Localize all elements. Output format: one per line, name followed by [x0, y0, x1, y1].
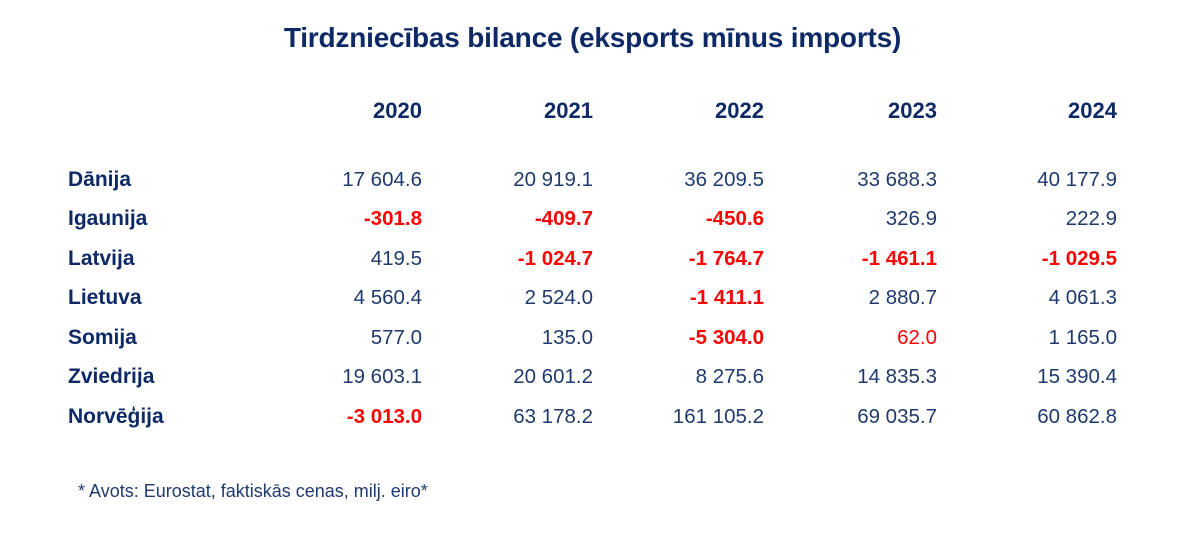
value-cell: 135.0 — [541, 325, 593, 349]
value-cell: 8 275.6 — [695, 365, 764, 389]
value-cell: 36 209.5 — [684, 167, 764, 191]
value-cell: 20 601.2 — [513, 365, 593, 389]
table-row-latvia: Latvija 419.5 -1 024.7 -1 764.7 -1 461.1… — [68, 239, 1117, 279]
value-cell: 69 035.7 — [857, 404, 937, 428]
value-cell: 161 105.2 — [672, 404, 764, 428]
value-cell: -1 024.7 — [517, 246, 593, 270]
value-cell: 577.0 — [370, 325, 422, 349]
value-cell: 222.9 — [1065, 207, 1117, 231]
country-label: Somija — [68, 325, 137, 349]
value-cell: 15 390.4 — [1037, 365, 1117, 389]
table-row-denmark: Dānija 17 604.6 20 919.1 36 209.5 33 688… — [68, 160, 1117, 200]
value-cell: -1 411.1 — [689, 286, 764, 310]
value-cell: -1 461.1 — [861, 246, 937, 270]
value-cell: 20 919.1 — [513, 167, 593, 191]
value-cell: 63 178.2 — [513, 404, 593, 428]
value-cell: 19 603.1 — [342, 365, 422, 389]
value-cell: 419.5 — [370, 246, 422, 270]
value-cell: 1 165.0 — [1048, 325, 1117, 349]
table-row-norway: Norvēģija -3 013.0 63 178.2 161 105.2 69… — [68, 397, 1117, 437]
country-label: Zviedrija — [68, 365, 155, 389]
source-footnote: * Avots: Eurostat, faktiskās cenas, milj… — [78, 480, 428, 501]
table-row-lithuania: Lietuva 4 560.4 2 524.0 -1 411.1 2 880.7… — [68, 279, 1117, 319]
value-cell: 60 862.8 — [1037, 404, 1117, 428]
value-cell: 2 880.7 — [868, 286, 937, 310]
table-row-sweden: Zviedrija 19 603.1 20 601.2 8 275.6 14 8… — [68, 358, 1117, 398]
country-label: Dānija — [68, 167, 132, 191]
country-label: Lietuva — [68, 286, 142, 310]
value-cell: 326.9 — [885, 207, 937, 231]
value-cell: 14 835.3 — [857, 365, 937, 389]
year-header-2024: 2024 — [1068, 98, 1117, 123]
value-cell: -1 764.7 — [688, 246, 764, 270]
country-label: Latvija — [68, 246, 135, 270]
value-cell: 62.0 — [897, 325, 937, 349]
value-cell: -5 304.0 — [688, 325, 764, 349]
value-cell: -450.6 — [705, 207, 764, 231]
value-cell: 33 688.3 — [857, 167, 937, 191]
year-header-2023: 2023 — [888, 98, 937, 123]
value-cell: -409.7 — [534, 207, 593, 231]
value-cell: -3 013.0 — [346, 404, 422, 428]
country-label: Norvēģija — [68, 404, 164, 428]
year-header-2022: 2022 — [715, 98, 764, 123]
value-cell: 40 177.9 — [1037, 167, 1117, 191]
page-title: Tirdzniecības bilance (eksports mīnus im… — [283, 22, 902, 53]
trade-balance-table: 2020 2021 2022 2023 2024 Dānija 17 604.6… — [68, 98, 1117, 437]
value-cell: 4 061.3 — [1048, 286, 1117, 310]
table-row-finland: Somija 577.0 135.0 -5 304.0 62.0 1 165.0 — [68, 318, 1117, 358]
value-cell: -301.8 — [363, 207, 422, 231]
value-cell: 4 560.4 — [353, 286, 422, 310]
value-cell: 17 604.6 — [342, 167, 422, 191]
year-header-2020: 2020 — [373, 98, 422, 123]
table-row-estonia: Igaunija -301.8 -409.7 -450.6 326.9 222.… — [68, 200, 1117, 240]
country-label: Igaunija — [68, 207, 148, 231]
value-cell: 2 524.0 — [524, 286, 593, 310]
year-header-2021: 2021 — [544, 98, 593, 123]
value-cell: -1 029.5 — [1041, 246, 1117, 270]
table-header-row: 2020 2021 2022 2023 2024 — [68, 98, 1117, 124]
